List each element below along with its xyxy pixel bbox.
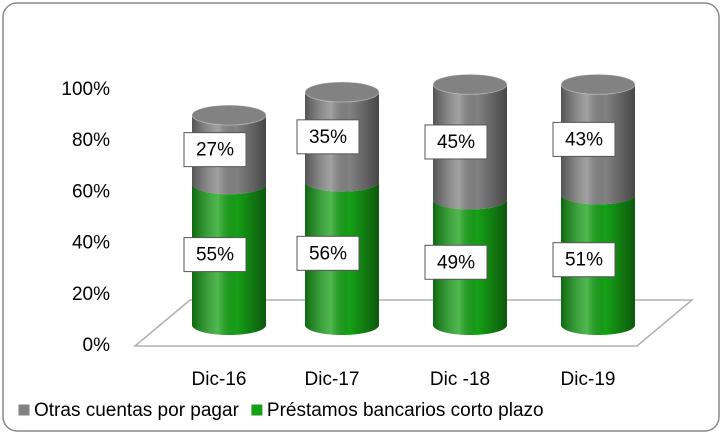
data-label-text: 56% bbox=[309, 243, 347, 264]
x-tick-label: Dic-17 bbox=[305, 369, 360, 390]
data-label-box bbox=[552, 242, 616, 278]
data-label-box bbox=[183, 237, 247, 273]
x-tick-label: Dic-16 bbox=[192, 369, 247, 390]
legend-label: Préstamos bancarios corto plazo bbox=[267, 400, 544, 421]
data-label-text: 49% bbox=[437, 252, 475, 273]
data-label: 43% bbox=[552, 121, 616, 157]
legend-swatch bbox=[250, 403, 264, 417]
data-label-box bbox=[552, 121, 616, 157]
data-label-text: 45% bbox=[437, 132, 475, 153]
x-tick-label: Dic -18 bbox=[430, 369, 490, 390]
data-label-text: 43% bbox=[565, 129, 603, 150]
cylinder-top bbox=[560, 73, 636, 95]
data-label: 49% bbox=[424, 244, 488, 280]
data-label-box bbox=[424, 244, 488, 280]
y-tick-label: 0% bbox=[83, 335, 111, 356]
cylinder-top bbox=[191, 104, 267, 126]
data-label-box bbox=[296, 119, 360, 155]
data-label-text: 51% bbox=[565, 250, 603, 271]
y-tick-label: 20% bbox=[72, 284, 110, 305]
data-label: 45% bbox=[424, 124, 488, 160]
legend-label: Otras cuentas por pagar bbox=[34, 400, 240, 421]
y-tick-label: 80% bbox=[72, 130, 110, 151]
data-label-box bbox=[183, 132, 247, 168]
y-tick-label: 60% bbox=[72, 181, 110, 202]
data-label: 27% bbox=[183, 132, 247, 168]
y-tick-label: 100% bbox=[61, 79, 110, 100]
y-tick-label: 40% bbox=[72, 233, 110, 254]
data-label-text: 35% bbox=[309, 127, 347, 148]
data-label-text: 27% bbox=[196, 140, 234, 161]
data-label: 35% bbox=[296, 119, 360, 155]
legend-swatch bbox=[17, 403, 31, 417]
cylinder-top bbox=[432, 73, 508, 95]
x-tick-label: Dic-19 bbox=[561, 369, 616, 390]
floor bbox=[132, 299, 695, 347]
data-label: 55% bbox=[183, 237, 247, 273]
data-label: 51% bbox=[552, 242, 616, 278]
cylinder-top bbox=[304, 81, 380, 103]
data-label-text: 55% bbox=[196, 245, 234, 266]
data-label: 56% bbox=[296, 235, 360, 271]
data-label-box bbox=[296, 235, 360, 271]
data-label-box bbox=[424, 124, 488, 160]
